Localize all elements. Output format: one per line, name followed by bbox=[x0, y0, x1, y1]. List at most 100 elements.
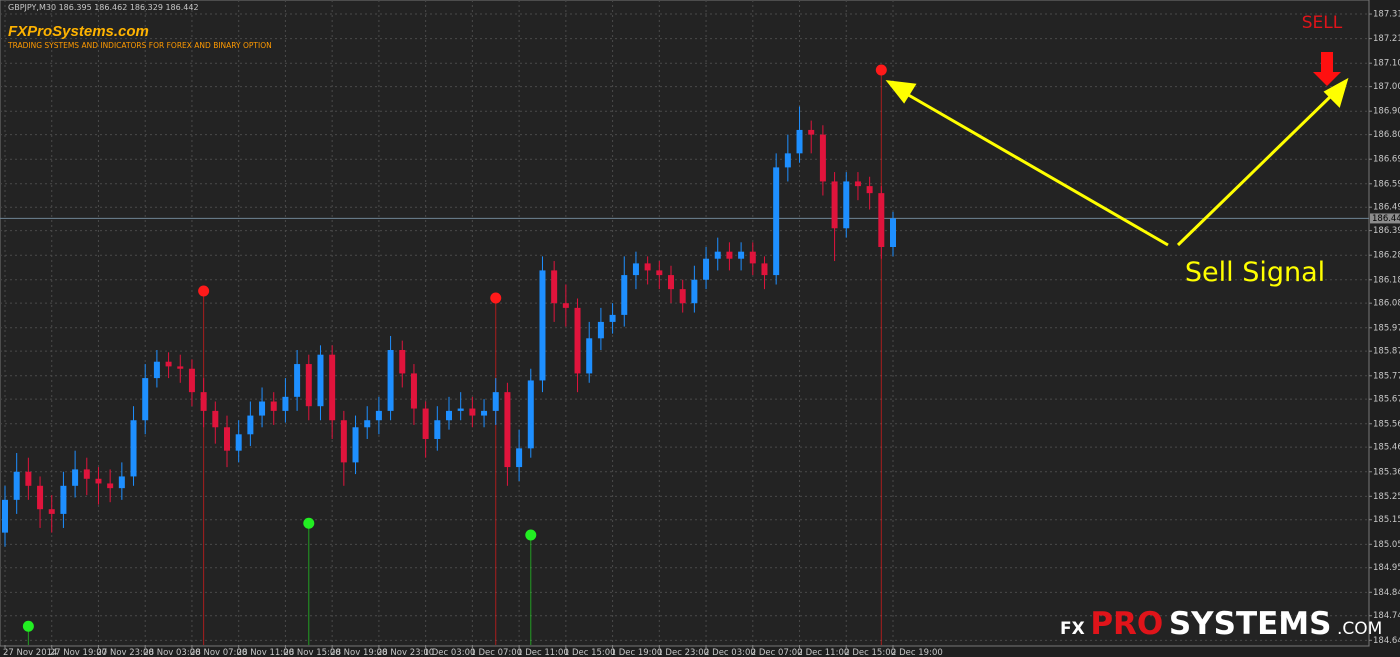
signal-dot bbox=[875, 64, 887, 76]
x-tick-label: 1 Dec 15:00 bbox=[564, 648, 616, 657]
y-tick-label: 184.950 bbox=[1373, 563, 1400, 573]
candle-body bbox=[60, 485, 67, 514]
arrow-right bbox=[1176, 93, 1334, 247]
watermark-pro: PRO bbox=[1090, 606, 1163, 642]
x-tick-label: 2 Dec 03:00 bbox=[704, 648, 756, 657]
candle-body bbox=[738, 251, 745, 259]
candle-body bbox=[784, 153, 791, 168]
y-tick-label: 186.080 bbox=[1373, 299, 1400, 309]
watermark: FX PRO SYSTEMS .COM bbox=[1060, 606, 1382, 642]
candle-body bbox=[527, 380, 534, 449]
candle-body bbox=[422, 408, 429, 439]
candle-body bbox=[843, 181, 850, 229]
candle-body bbox=[854, 181, 861, 187]
x-tick-label: 2 Dec 15:00 bbox=[844, 648, 896, 657]
candle-body bbox=[235, 434, 242, 451]
y-tick-label: 186.490 bbox=[1373, 203, 1400, 213]
candle-body bbox=[165, 361, 172, 367]
x-tick-label: 27 Nov 19:00 bbox=[50, 648, 107, 657]
candle-body bbox=[796, 129, 803, 154]
candle-body bbox=[270, 401, 277, 411]
candle-body bbox=[597, 321, 604, 339]
candle-body bbox=[679, 289, 686, 304]
candle-body bbox=[200, 392, 207, 411]
candle-body bbox=[586, 338, 593, 374]
x-tick-label: 28 Nov 15:00 bbox=[283, 648, 340, 657]
y-tick-label: 186.590 bbox=[1373, 179, 1400, 189]
signal-label: Sell Signal bbox=[1185, 257, 1325, 288]
candle-body bbox=[808, 129, 815, 135]
y-tick-label: 187.210 bbox=[1373, 34, 1400, 44]
arrow-left bbox=[904, 91, 1169, 247]
arrow-left-head bbox=[885, 80, 917, 104]
candle-body bbox=[504, 392, 511, 468]
candle-body bbox=[714, 251, 721, 259]
candle-body bbox=[399, 350, 406, 374]
candle-body bbox=[866, 186, 873, 194]
y-tick-label: 186.390 bbox=[1373, 226, 1400, 236]
watermark-fx: FX bbox=[1060, 619, 1085, 639]
candle-body bbox=[632, 263, 639, 276]
y-tick-label: 185.565 bbox=[1373, 419, 1400, 429]
candle-body bbox=[878, 193, 885, 247]
candle-body bbox=[48, 509, 55, 514]
candle-body bbox=[2, 499, 8, 533]
y-tick-label: 185.360 bbox=[1373, 467, 1400, 477]
marks bbox=[2, 64, 896, 645]
y-tick-label: 185.465 bbox=[1373, 443, 1400, 453]
signal-dot bbox=[198, 285, 210, 297]
candle-body bbox=[668, 275, 674, 290]
candle-body bbox=[434, 420, 441, 439]
x-tick-label: 28 Nov 11:00 bbox=[237, 648, 294, 657]
x-tick-label: 28 Nov 23:00 bbox=[377, 648, 434, 657]
x-tick-label: 27 Nov 23:00 bbox=[96, 648, 153, 657]
candle-body bbox=[142, 378, 149, 421]
candle-body bbox=[574, 307, 581, 374]
candle-body bbox=[656, 270, 663, 276]
candle-body bbox=[340, 420, 347, 463]
y-tick-label: 185.770 bbox=[1373, 371, 1400, 381]
candle-body bbox=[329, 354, 336, 421]
candle-body bbox=[539, 270, 546, 381]
candle-body bbox=[469, 408, 476, 416]
signal-dot bbox=[490, 292, 502, 304]
candle-body bbox=[153, 361, 160, 379]
candle-body bbox=[890, 218, 896, 247]
candle-body bbox=[188, 368, 195, 393]
x-tick-label: 28 Nov 03:00 bbox=[143, 648, 200, 657]
candle-body bbox=[212, 410, 219, 428]
candle-body bbox=[72, 469, 79, 486]
price-box bbox=[1370, 213, 1400, 224]
signal-dot bbox=[303, 517, 315, 529]
sell-arrow bbox=[1313, 52, 1341, 86]
y-tick-label: 184.640 bbox=[1373, 636, 1400, 646]
candle-body bbox=[551, 270, 558, 304]
y-tick-label: 184.745 bbox=[1373, 611, 1400, 621]
x-tick-label: 2 Dec 07:00 bbox=[751, 648, 803, 657]
watermark-com: .COM bbox=[1337, 619, 1382, 639]
x-tick-label: 1 Dec 07:00 bbox=[470, 648, 522, 657]
x-tick-label: 1 Dec 11:00 bbox=[517, 648, 569, 657]
y-tick-label: 185.875 bbox=[1373, 347, 1400, 357]
candle-body bbox=[352, 427, 359, 463]
watermark-systems: SYSTEMS bbox=[1169, 606, 1332, 642]
callout-arrows bbox=[885, 77, 1349, 247]
y-tick-label: 186.900 bbox=[1373, 107, 1400, 117]
candle-body bbox=[516, 448, 523, 468]
signal-dot bbox=[22, 620, 34, 632]
candle-body bbox=[703, 258, 710, 280]
sell-label: SELL bbox=[1302, 13, 1343, 33]
y-tick-label: 186.285 bbox=[1373, 251, 1400, 261]
candle-body bbox=[375, 410, 382, 421]
candle-body bbox=[446, 410, 452, 421]
candle-body bbox=[364, 420, 371, 428]
x-tick-label: 28 Nov 19:00 bbox=[330, 648, 387, 657]
candle-body bbox=[644, 263, 651, 271]
candle-body bbox=[95, 478, 102, 484]
x-tick-label: 28 Nov 07:00 bbox=[190, 648, 247, 657]
candle-body bbox=[107, 483, 114, 489]
candle-body bbox=[761, 263, 768, 276]
x-tick-label: 1 Dec 19:00 bbox=[611, 648, 663, 657]
